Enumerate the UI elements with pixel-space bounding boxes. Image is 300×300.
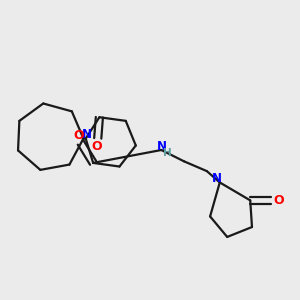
Text: N: N bbox=[212, 172, 221, 185]
Text: O: O bbox=[92, 140, 102, 153]
Text: N: N bbox=[157, 140, 167, 153]
Text: O: O bbox=[74, 129, 85, 142]
Text: H: H bbox=[163, 148, 172, 158]
Text: O: O bbox=[273, 194, 284, 207]
Text: N: N bbox=[82, 128, 92, 141]
